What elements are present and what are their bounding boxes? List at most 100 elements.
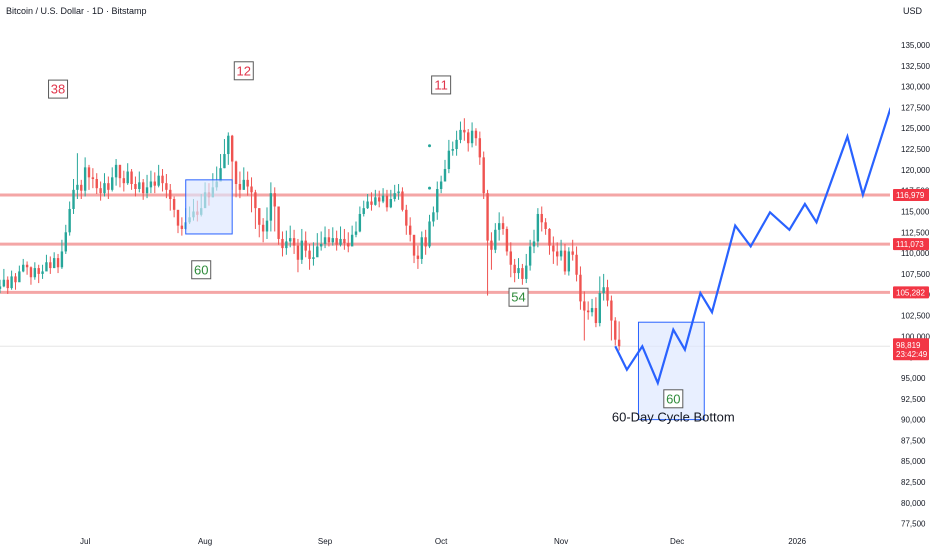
candle-body [362, 208, 365, 214]
candle [277, 206, 280, 245]
candle-body [339, 238, 342, 245]
candle-body [385, 195, 389, 208]
candle-body [412, 234, 416, 256]
candle-body [323, 237, 327, 244]
candle [2, 268, 6, 288]
candle-body [261, 224, 265, 232]
candle [536, 208, 540, 248]
cycle-label-box [48, 79, 69, 99]
price-tick-label: 115,000 [901, 207, 930, 216]
candle-body [176, 209, 180, 226]
candle-body [594, 308, 598, 324]
candle-body [378, 197, 381, 202]
candle-body [138, 182, 141, 190]
candle [281, 231, 284, 257]
candle-body [242, 179, 245, 190]
candle [265, 207, 269, 239]
candle [37, 264, 40, 284]
price-tick-label: 122,500 [901, 145, 930, 154]
candle [172, 196, 176, 218]
candle [590, 298, 594, 317]
candle-body [563, 250, 567, 272]
price-tick-label: 107,500 [901, 270, 930, 279]
price-tick-label: 100,000 [901, 332, 930, 341]
candle [165, 174, 168, 199]
candle-body [370, 201, 373, 205]
candle-body [482, 157, 485, 194]
candle-body [64, 232, 67, 252]
candle [614, 317, 617, 346]
candle-body [18, 271, 21, 283]
candle-body [308, 250, 311, 259]
cycle-label-box [663, 389, 684, 409]
price-tick-label: 85,000 [901, 457, 926, 466]
candle-body [289, 238, 292, 242]
candle [540, 206, 543, 232]
candle [552, 236, 555, 264]
candle [366, 193, 369, 209]
candle [563, 243, 567, 275]
candle-body [145, 187, 149, 194]
candle-body [118, 164, 122, 179]
candle [219, 154, 222, 182]
candle [428, 214, 431, 249]
candle [99, 181, 102, 201]
candle [308, 243, 311, 270]
candle [176, 209, 180, 234]
cycle-label-box [191, 260, 212, 280]
candle-body [428, 221, 431, 247]
candle [145, 174, 149, 199]
price-tick-label: 110,000 [901, 249, 930, 258]
candle [118, 164, 122, 188]
candle [579, 266, 582, 310]
candle [594, 297, 598, 328]
candle [439, 175, 443, 194]
candle-body [87, 167, 91, 178]
candle [72, 179, 75, 214]
candle-body [583, 301, 586, 311]
candle-body [536, 213, 540, 242]
candle [405, 204, 408, 235]
candle-body [122, 178, 126, 184]
candle-body [335, 238, 338, 245]
candle [521, 263, 524, 285]
candle-body [230, 135, 234, 162]
candle-body [617, 339, 621, 347]
candle-body [111, 177, 114, 190]
candle [528, 239, 532, 271]
candle-body [103, 183, 106, 194]
candle [29, 266, 33, 285]
candle [571, 239, 574, 261]
candle [467, 129, 470, 152]
candle [451, 141, 454, 156]
time-tick-label: Oct [435, 537, 448, 546]
candle [6, 276, 9, 294]
candle [169, 184, 172, 211]
price-tick-label: 127,500 [901, 103, 930, 112]
candle [261, 218, 265, 243]
candle [424, 229, 427, 255]
candle-body [29, 267, 33, 278]
level-badge-1: 111,073 [893, 238, 929, 251]
candle-body [134, 184, 137, 190]
candles [0, 118, 621, 351]
candle-body [389, 198, 393, 208]
candle [238, 171, 242, 199]
candle-body [6, 279, 9, 289]
candle [474, 128, 478, 146]
currency-label: USD [903, 6, 923, 16]
candle [567, 247, 571, 276]
candle-body [451, 149, 454, 151]
candle [83, 157, 87, 197]
candle-body [467, 132, 470, 144]
last-price-badge-bg [893, 338, 929, 361]
candle-body [157, 175, 160, 186]
candle-body [254, 192, 257, 209]
time-axis[interactable]: Jul Aug Sep Oct Nov Dec 2026 [80, 537, 807, 546]
candle-body [52, 258, 56, 269]
candle [586, 301, 590, 320]
candle-body [14, 276, 17, 283]
candle-body [91, 177, 95, 180]
candle-body [463, 129, 466, 133]
